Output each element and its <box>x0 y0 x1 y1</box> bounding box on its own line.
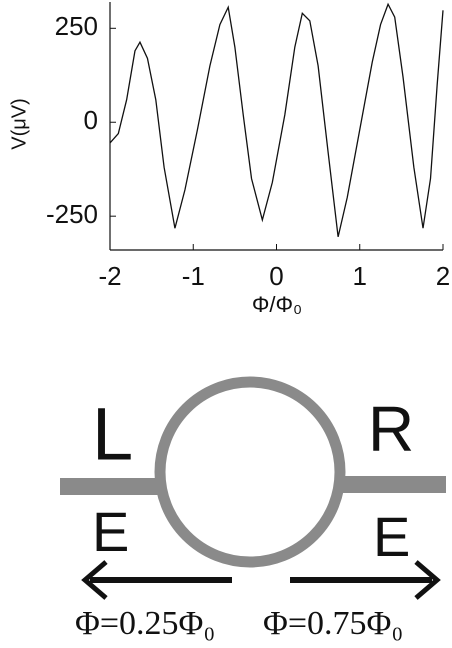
right-lead <box>340 476 446 493</box>
right-arrow-head <box>414 560 441 600</box>
data-line <box>109 2 444 237</box>
flux-label-left: Φ=0.25Φ₀ <box>75 605 215 642</box>
label-l: L <box>92 393 133 476</box>
y-axis-label: V(μV) <box>8 98 30 150</box>
left-lead <box>60 478 160 495</box>
device-diagram <box>60 376 446 600</box>
label-r: R <box>368 393 414 465</box>
flux-label-right: Φ=0.75Φ₀ <box>263 605 403 642</box>
x-tick-label: 1 <box>353 261 367 291</box>
x-tick-label: 0 <box>269 261 283 291</box>
left-arrow-head <box>81 560 108 600</box>
x-tick-label: -2 <box>98 261 121 291</box>
ring <box>154 376 346 568</box>
x-tick-label: -1 <box>182 261 205 291</box>
label-e-left: E <box>92 500 129 563</box>
x-tick-label: 2 <box>436 261 450 291</box>
y-tick-label: 250 <box>55 11 98 41</box>
x-axis-label: Φ/Φ₀ <box>252 292 302 317</box>
y-tick-label: 0 <box>84 105 98 135</box>
label-e-right: E <box>373 505 410 568</box>
y-tick-label: -250 <box>46 199 98 229</box>
